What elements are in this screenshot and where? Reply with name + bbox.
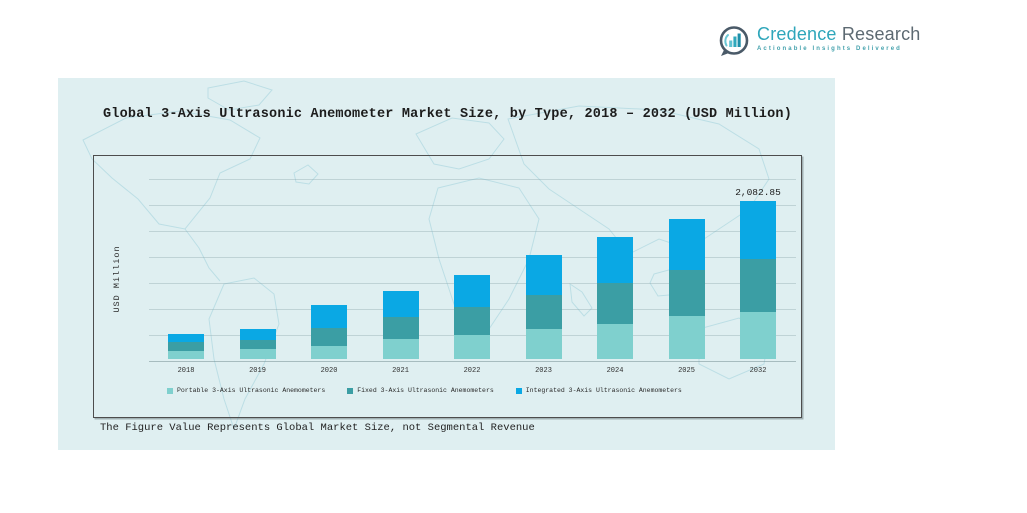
- legend-swatch-icon: [347, 387, 354, 394]
- grid-line: [149, 205, 796, 206]
- bar-segment: [454, 306, 490, 335]
- value-label-2032: 2,082.85: [735, 187, 781, 198]
- x-tick-label: 2032: [749, 367, 767, 375]
- x-tick-label: 2024: [606, 367, 624, 375]
- bar-2023: [525, 254, 562, 359]
- bar-2021: [382, 290, 419, 359]
- bar-segment: [740, 201, 776, 259]
- bar-segment: [740, 311, 776, 359]
- bar-2025: [668, 218, 705, 359]
- bar-segment: [311, 305, 347, 329]
- credence-research-logo: Credence Research Actionable Insights De…: [716, 24, 921, 60]
- bar-segment: [168, 350, 204, 359]
- bar-2022: [454, 274, 490, 359]
- bar-segment: [668, 218, 705, 270]
- bar-segment: [239, 340, 276, 350]
- bar-segment: [382, 317, 419, 340]
- bar-segment: [382, 339, 419, 359]
- x-axis-line: [149, 361, 796, 362]
- legend: Portable 3-Axis Ultrasonic Anemometers Fi…: [167, 387, 682, 394]
- bar-2024: [597, 237, 633, 359]
- bar-segment: [454, 274, 490, 307]
- bar-chart-bubble-icon: [719, 26, 749, 56]
- bar-2020: [311, 305, 347, 359]
- brand-secondary: Research: [841, 24, 921, 44]
- chart-title: Global 3-Axis Ultrasonic Anemometer Mark…: [103, 107, 793, 122]
- legend-swatch-icon: [167, 387, 173, 394]
- bar-segment: [311, 328, 347, 346]
- bar-2018: [168, 334, 204, 359]
- bar-segment: [525, 254, 562, 295]
- logo-text: Credence Research Actionable Insights De…: [757, 24, 921, 52]
- x-tick-label: 2020: [320, 367, 338, 375]
- bar-segment: [597, 237, 633, 283]
- x-tick-label: 2022: [463, 367, 481, 375]
- grid-line: [149, 257, 796, 258]
- legend-label: Integrated 3-Axis Ultrasonic Anemometers: [525, 387, 682, 394]
- bar-segment: [239, 329, 276, 341]
- bar-segment: [168, 334, 204, 343]
- bar-segment: [311, 345, 347, 359]
- bar-segment: [668, 269, 705, 317]
- legend-swatch-icon: [515, 387, 522, 394]
- chart-card: Global 3-Axis Ultrasonic Anemometer Mark…: [58, 78, 835, 450]
- bar-2019: [239, 329, 276, 359]
- bar-segment: [525, 294, 562, 329]
- bar-segment: [525, 329, 562, 359]
- brand-tagline: Actionable Insights Delivered: [757, 46, 902, 52]
- grid-line: [149, 179, 796, 180]
- legend-item: Integrated 3-Axis Ultrasonic Anemometers: [515, 387, 682, 394]
- bar-segment: [454, 334, 490, 359]
- bar-segment: [597, 324, 633, 359]
- bar-segment: [740, 258, 776, 312]
- grid-line: [149, 231, 796, 232]
- plot-area: USD Million 2018 2019 2020 2021 2022 2023 2024…: [93, 155, 802, 418]
- bar-segment: [239, 349, 276, 359]
- x-tick-label: 2021: [392, 367, 409, 375]
- bar-segment: [382, 290, 419, 318]
- legend-label: Fixed 3-Axis Ultrasonic Anemometers: [357, 387, 494, 394]
- x-tick-label: 2019: [249, 367, 266, 375]
- bar-segment: [168, 342, 204, 351]
- legend-item: Portable 3-Axis Ultrasonic Anemometers: [167, 387, 325, 394]
- bar-segment: [597, 283, 633, 324]
- legend-label: Portable 3-Axis Ultrasonic Anemometers: [177, 387, 326, 394]
- brand-primary: Credence: [757, 24, 837, 44]
- bar-segment: [668, 316, 705, 359]
- legend-item: Fixed 3-Axis Ultrasonic Anemometers: [347, 387, 494, 394]
- x-tick-label: 2018: [177, 367, 195, 375]
- x-tick-label: 2023: [535, 367, 552, 375]
- y-axis-label: USD Million: [112, 245, 122, 313]
- brand-name: Credence Research: [757, 24, 921, 44]
- x-tick-label: 2025: [678, 367, 695, 375]
- chart-footnote: The Figure Value Represents Global Marke…: [100, 422, 535, 434]
- bar-2032: [740, 201, 776, 359]
